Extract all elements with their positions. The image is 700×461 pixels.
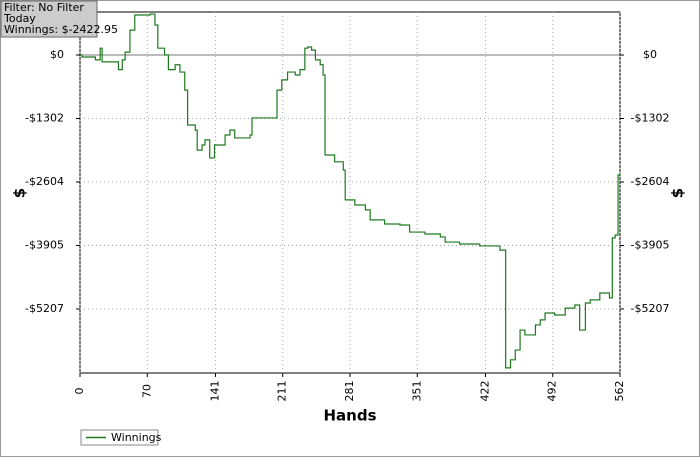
legend <box>80 429 159 446</box>
x-tick-label: 562 <box>613 381 626 402</box>
x-tick-label: 211 <box>276 381 289 402</box>
y-tick-label: -$5207 <box>25 302 64 315</box>
y2-tick-label: -$3905 <box>631 238 670 251</box>
y2-tick-label: -$5207 <box>631 302 670 315</box>
x-tick-label: 492 <box>546 381 559 402</box>
y-tick-label: -$2604 <box>25 175 64 188</box>
y2-axis-label: $ <box>669 188 687 198</box>
y2-tick-label: -$1302 <box>631 112 670 125</box>
filter-box <box>0 0 98 38</box>
x-tick-label: 281 <box>343 381 356 402</box>
x-axis-label: Hands <box>323 407 376 425</box>
y2-tick-label: $0 <box>643 48 657 61</box>
y-tick-label: -$3905 <box>25 238 64 251</box>
legend-label: Winnings <box>111 431 162 444</box>
winnings-line <box>80 13 621 369</box>
y-axis-label: $ <box>11 188 29 198</box>
filter-text: Filter: No Filter <box>4 1 84 14</box>
y-tick-label: -$1302 <box>25 112 64 125</box>
x-tick-label: 70 <box>140 384 153 398</box>
period-text: Today <box>3 12 36 25</box>
x-tick-label: 422 <box>478 381 491 402</box>
winnings-text: Winnings: $-2422.95 <box>4 23 118 36</box>
y2-tick-label: -$2604 <box>631 175 670 188</box>
x-tick-label: 0 <box>73 388 86 395</box>
x-tick-label: 141 <box>208 381 221 402</box>
y-tick-label: $0 <box>50 48 64 61</box>
x-tick-label: 351 <box>410 381 423 402</box>
